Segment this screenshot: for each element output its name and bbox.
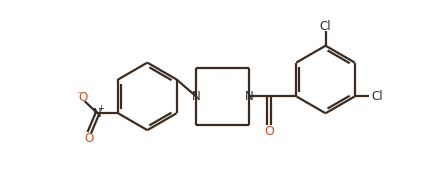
Text: Cl: Cl [371,90,383,103]
Text: +: + [97,104,104,113]
Text: Cl: Cl [320,20,331,33]
Text: N: N [192,90,201,102]
Text: O: O [78,91,88,104]
Text: N: N [93,107,101,120]
Text: O: O [85,132,94,145]
Text: ⁻: ⁻ [77,91,82,101]
Text: O: O [264,125,274,138]
Text: N: N [245,90,254,102]
